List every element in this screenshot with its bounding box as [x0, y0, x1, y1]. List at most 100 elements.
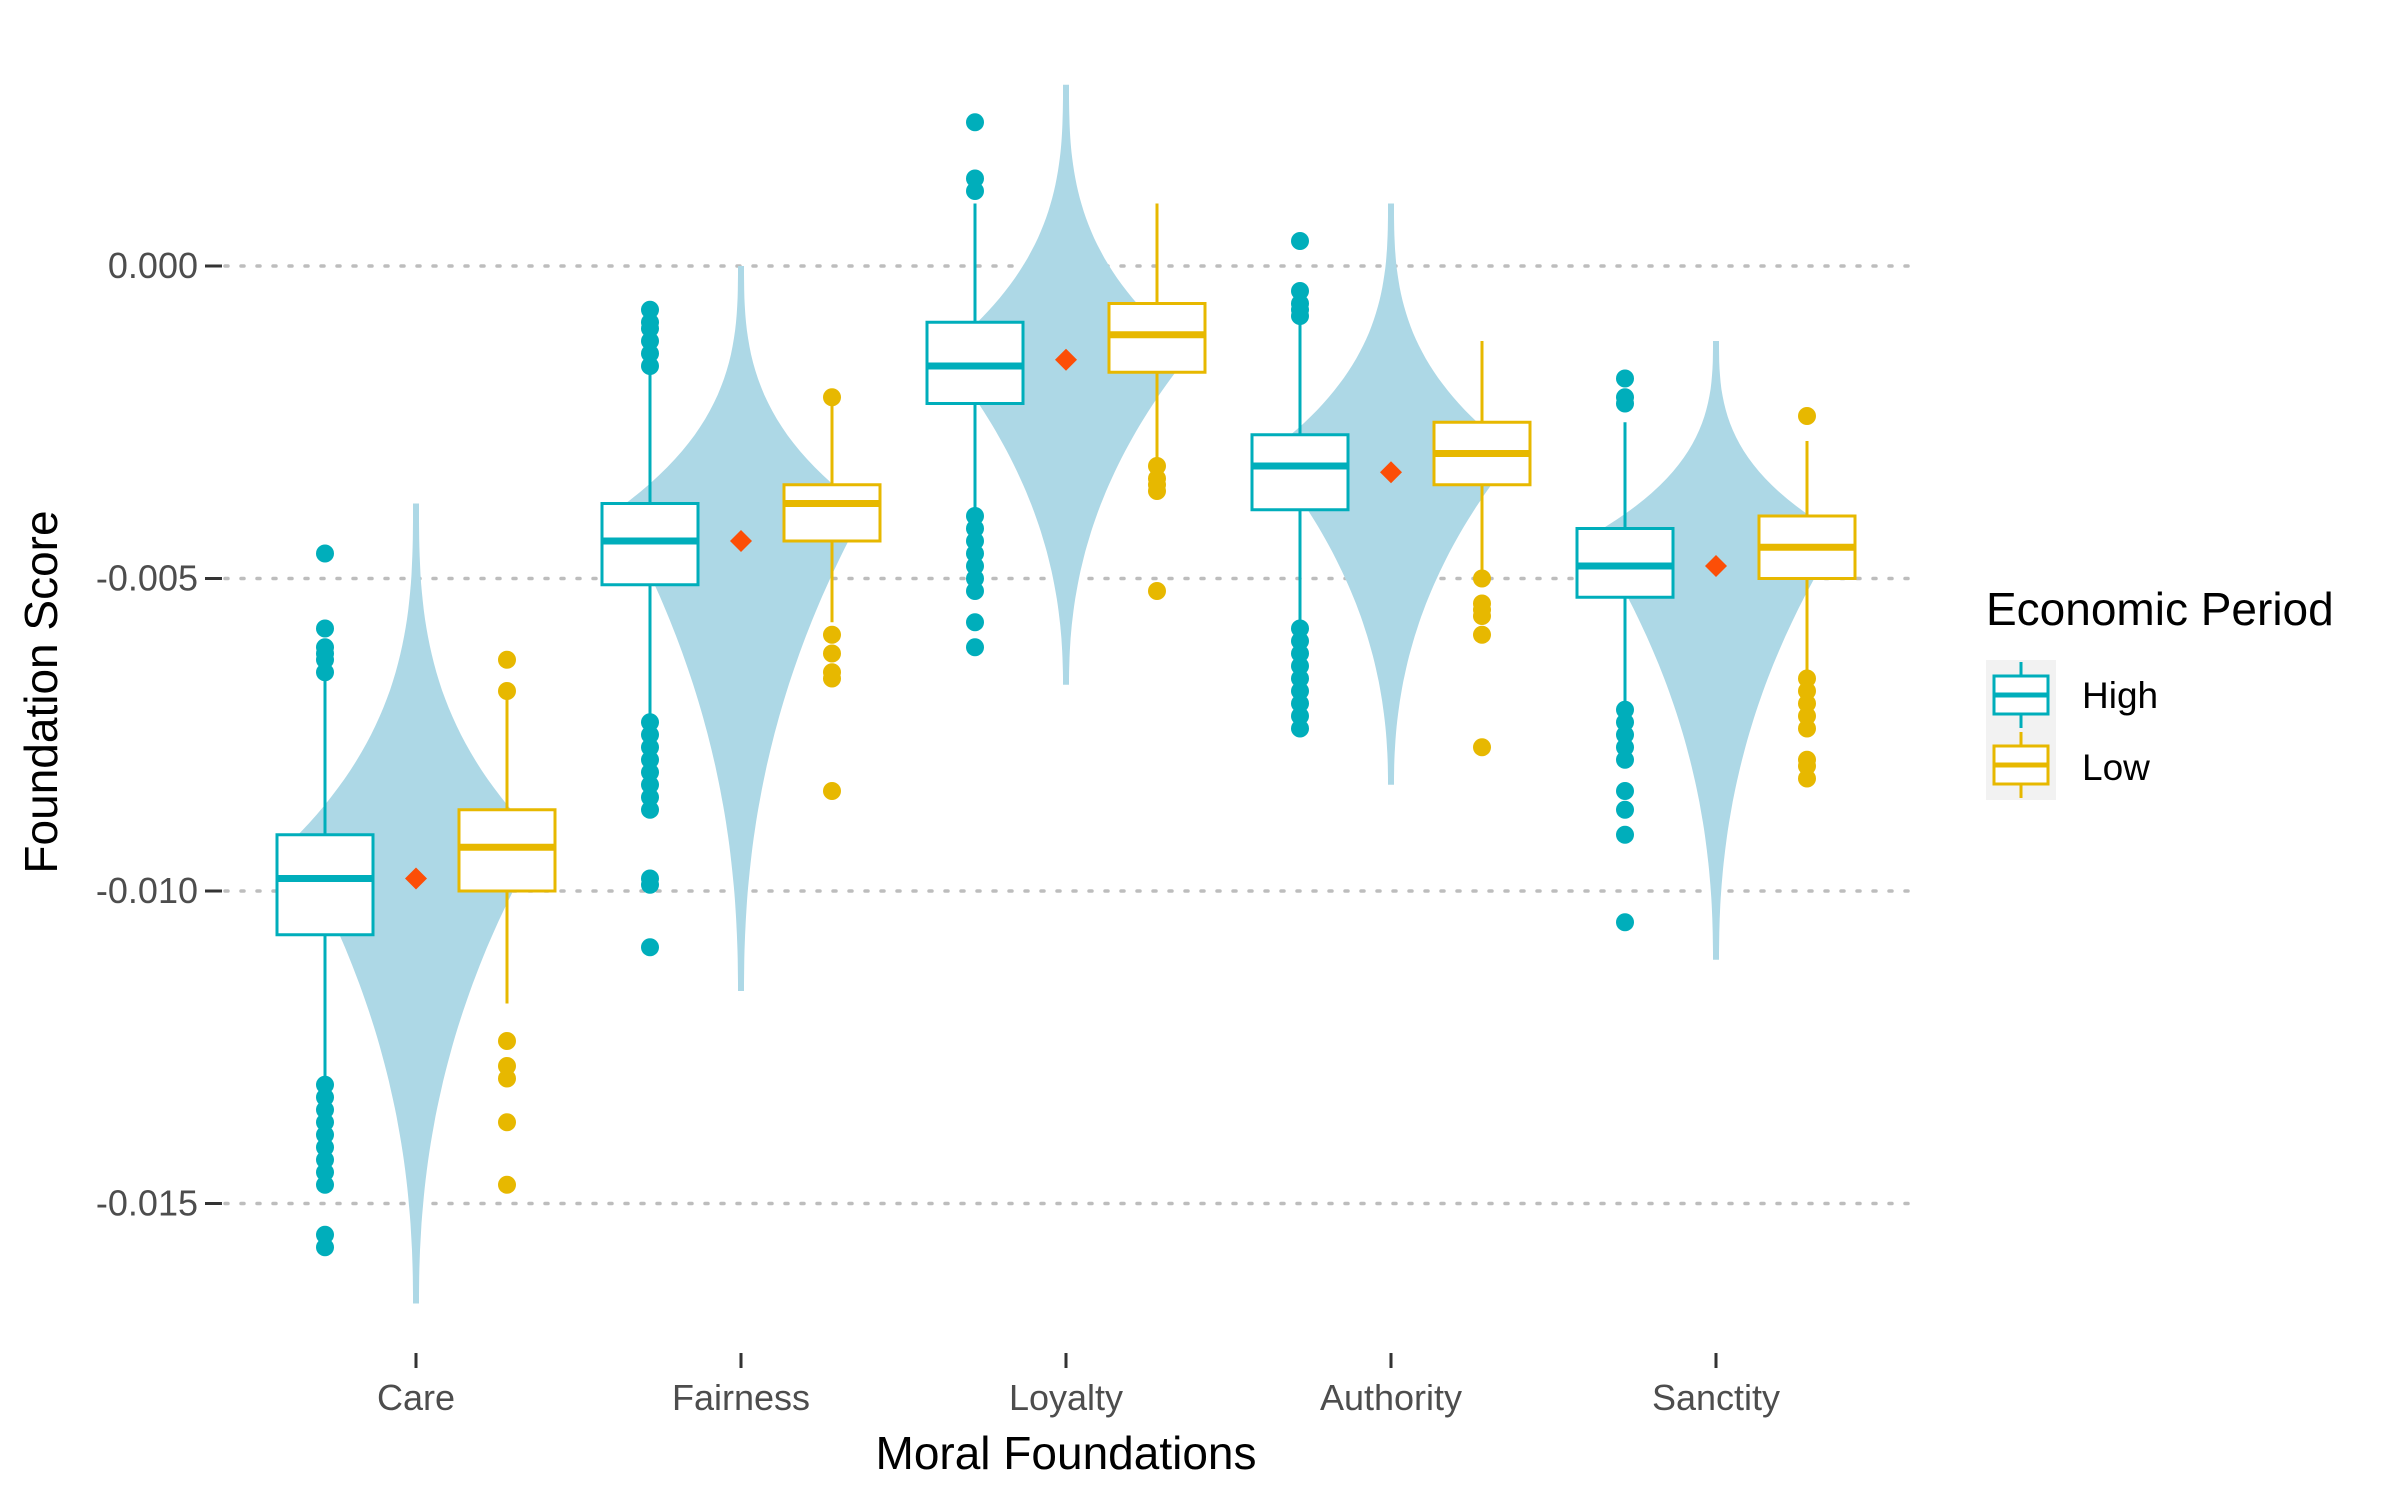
mean-marker [730, 530, 752, 552]
outlier-point [1616, 738, 1634, 757]
box [275, 833, 375, 937]
outlier-point [641, 713, 659, 732]
outlier-point [1291, 682, 1309, 700]
outlier-point [498, 682, 516, 700]
outlier-point [1291, 707, 1309, 725]
outlier-point [316, 1088, 334, 1107]
outlier-point [1148, 457, 1166, 475]
violin [292, 503, 540, 1304]
x-tick-label: Loyalty [1009, 1377, 1123, 1418]
outlier-point [641, 775, 659, 794]
outlier-point [1291, 644, 1309, 663]
mean-marker [405, 867, 427, 890]
outlier-point [1616, 750, 1634, 769]
outlier-point [1798, 694, 1816, 713]
outlier-point [1473, 625, 1491, 644]
outlier-point [641, 357, 659, 375]
outlier-point [966, 113, 984, 132]
legend-label-high: High [2082, 675, 2158, 716]
outlier-point [316, 1238, 334, 1257]
outlier-point [641, 332, 659, 350]
violin [944, 84, 1188, 685]
outlier-point [641, 738, 659, 757]
outlier-point [1616, 394, 1634, 413]
outlier-point [498, 1057, 516, 1075]
mean-marker [1705, 555, 1727, 577]
outlier-point [966, 544, 984, 563]
outlier-point [966, 638, 984, 657]
outlier-point [316, 544, 334, 563]
outlier-point [1291, 232, 1309, 250]
outlier-point [641, 800, 659, 819]
outlier-point [966, 557, 984, 575]
outlier-point [966, 613, 984, 632]
outlier-point [316, 1138, 334, 1157]
outlier-point [1473, 569, 1491, 588]
outlier-point [1616, 782, 1634, 800]
y-tick-label: -0.010 [96, 870, 198, 911]
outlier-point [641, 750, 659, 769]
outlier-point [316, 650, 334, 669]
outlier-point [498, 650, 516, 669]
outlier-point [1291, 669, 1309, 688]
outlier-point [641, 300, 659, 319]
x-tick-label: Fairness [672, 1377, 810, 1418]
outlier-point [641, 725, 659, 744]
outlier-point [823, 644, 841, 663]
outlier-point [966, 182, 984, 200]
outlier-point [1798, 682, 1816, 700]
outlier-point [1616, 700, 1634, 719]
outlier-point [966, 532, 984, 550]
outlier-point [823, 782, 841, 800]
x-tick-label: Care [377, 1377, 455, 1418]
outlier-point [823, 625, 841, 644]
outlier-point [316, 1125, 334, 1144]
outlier-point [1291, 282, 1309, 300]
x-axis-title: Moral Foundations [876, 1427, 1257, 1479]
outlier-point [316, 1175, 334, 1194]
y-axis-title: Foundation Score [15, 510, 67, 873]
legend-key-low [1992, 732, 2050, 798]
outlier-point [1473, 738, 1491, 757]
outlier-point [1798, 769, 1816, 788]
outlier-point [823, 388, 841, 407]
outlier-point [1798, 669, 1816, 688]
outlier-point [316, 1075, 334, 1094]
outlier-point [1798, 407, 1816, 425]
outlier-point [316, 1150, 334, 1169]
outlier-point [1291, 307, 1309, 325]
outlier-point [1616, 800, 1634, 819]
axes: 0.000 -0.005 -0.010 -0.015 Care Fairness Loyal… [96, 245, 1780, 1418]
outlier-point [1473, 607, 1491, 625]
mean-marker [1380, 461, 1402, 484]
outlier-point [1616, 369, 1634, 388]
outlier-point [1148, 482, 1166, 500]
outlier-point [641, 875, 659, 894]
x-tick-label: Sanctity [1652, 1377, 1780, 1418]
outlier-point [966, 582, 984, 600]
mean-markers [405, 348, 1727, 890]
outlier-point [316, 1225, 334, 1244]
outlier-point [316, 1113, 334, 1132]
box [782, 483, 882, 543]
outlier-point [498, 1175, 516, 1194]
outlier-point [316, 663, 334, 682]
outlier-point [498, 1113, 516, 1132]
outlier-point [823, 669, 841, 688]
violin [1594, 341, 1838, 960]
mean-marker [1055, 348, 1077, 371]
x-tick-label: Authority [1320, 1377, 1462, 1418]
outlier-point [966, 507, 984, 525]
outlier-point [641, 344, 659, 363]
outlier-point [1798, 719, 1816, 738]
outlier-point [1291, 719, 1309, 738]
outlier-point [1291, 632, 1309, 650]
outlier-point [1148, 582, 1166, 600]
outlier-point [1798, 707, 1816, 725]
legend-label-low: Low [2082, 747, 2150, 788]
outlier-point [966, 519, 984, 538]
outlier-point [1291, 657, 1309, 675]
outlier-point [641, 319, 659, 338]
outlier-point [1291, 619, 1309, 638]
